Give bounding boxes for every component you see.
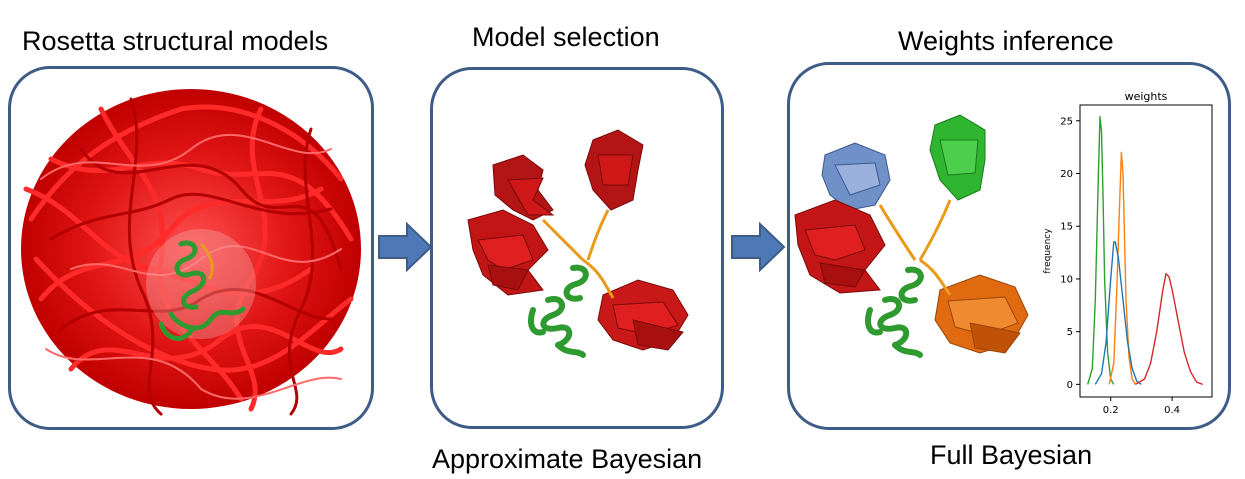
y-tick-label: 15: [1060, 222, 1073, 233]
selected-model-image: [467, 129, 689, 358]
y-tick-label: 0: [1067, 380, 1073, 391]
weights-series-line-3: [1094, 241, 1142, 385]
y-tick-label: 10: [1060, 274, 1073, 285]
weights-series-line-2: [1108, 151, 1136, 385]
model-selection-panel: [430, 67, 724, 429]
chart-title: weights: [1125, 90, 1168, 103]
chart-plot-frame: [1079, 104, 1213, 398]
chart-x-ticks: 0.2 0.4: [1103, 397, 1180, 416]
x-tick-label: 0.4: [1164, 405, 1180, 416]
stage-1-title: Rosetta structural models: [22, 26, 329, 56]
stage-2-title: Model selection: [472, 22, 660, 52]
chart-series-group: [1087, 115, 1204, 386]
weights-series-line-1: [1087, 115, 1115, 385]
weighted-model-image: [794, 114, 1029, 358]
weights-series-line-4: [1134, 272, 1204, 386]
stage-2-caption: Approximate Bayesian: [432, 444, 703, 474]
rosetta-models-panel: [8, 66, 374, 430]
stage-3-caption: Full Bayesian: [930, 440, 1093, 470]
chart-y-axis-label: frequency: [1043, 228, 1053, 274]
weights-inference-panel: weights frequency 0 5 10 15 20 25 0.2 0.4: [787, 62, 1231, 430]
protein-ensemble-image: [21, 89, 361, 416]
flow-arrow-1: [378, 222, 433, 272]
x-tick-label: 0.2: [1103, 405, 1119, 416]
weights-chart: weights frequency 0 5 10 15 20 25 0.2 0.4: [1043, 90, 1213, 416]
stage-3-title: Weights inference: [898, 26, 1114, 56]
y-tick-label: 5: [1067, 327, 1073, 338]
y-tick-label: 25: [1060, 116, 1073, 127]
y-tick-label: 20: [1060, 169, 1073, 180]
chart-y-ticks: 0 5 10 15 20 25: [1060, 116, 1080, 391]
flow-arrow-2: [731, 222, 786, 272]
